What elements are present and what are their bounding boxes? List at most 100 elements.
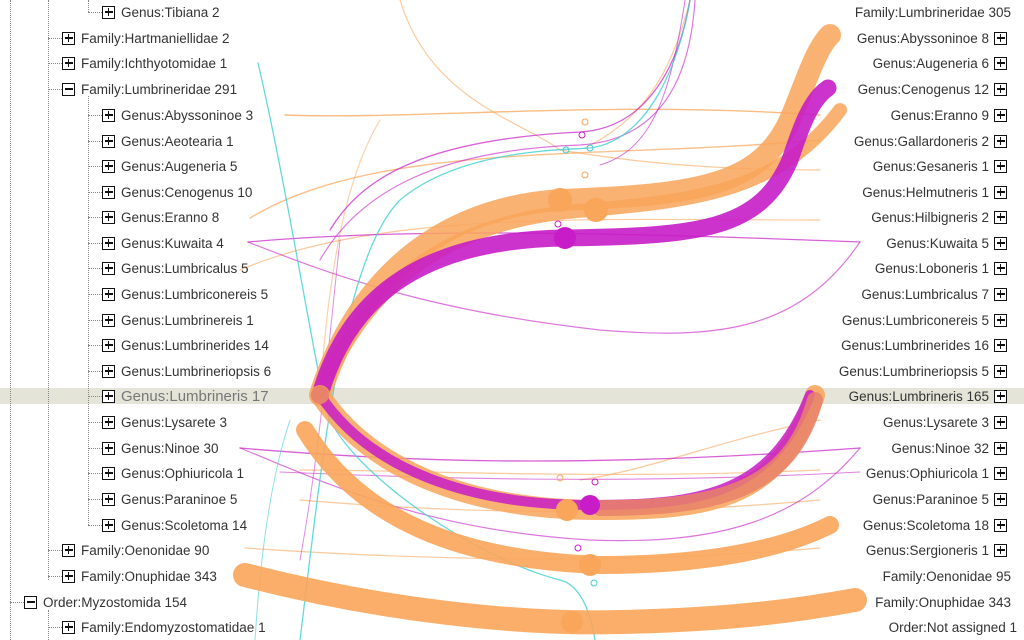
left-tree-node-augeneria[interactable]: Genus:Augeneria 5: [102, 155, 243, 177]
right-tree-node-gallardoneris[interactable]: Genus:Gallardoneris 2: [852, 130, 1007, 152]
node-label[interactable]: Genus:Lumbrinerides 16: [841, 337, 989, 353]
node-label[interactable]: Family:Oenonidae 95: [882, 568, 1011, 584]
left-tree-node-hartmaniellidae[interactable]: Family:Hartmaniellidae 2: [62, 27, 236, 49]
node-label[interactable]: Family:Endomyzostomatidae 1: [81, 619, 266, 635]
collapse-icon[interactable]: [24, 595, 37, 609]
node-label[interactable]: Genus:Ophiuricola 1: [865, 465, 989, 481]
expand-icon[interactable]: [994, 134, 1007, 148]
right-tree-node-hilbigneris[interactable]: Genus:Hilbigneris 2: [869, 206, 1007, 228]
right-tree-node-ophiuricola[interactable]: Genus:Ophiuricola 1: [864, 462, 1007, 484]
left-tree-node-endomyzostomatidae[interactable]: Family:Endomyzostomatidae 1: [62, 616, 272, 638]
expand-icon[interactable]: [994, 441, 1007, 455]
left-tree-node-onuphidae[interactable]: Family:Onuphidae 343: [62, 565, 223, 587]
expand-icon[interactable]: [102, 338, 115, 352]
expand-icon[interactable]: [62, 31, 75, 45]
node-label[interactable]: Genus:Abyssoninoe 3: [121, 107, 254, 123]
node-label[interactable]: Genus:Ninoe 30: [121, 440, 219, 456]
left-tree-node-scoletoma[interactable]: Genus:Scoletoma 14: [102, 514, 253, 536]
right-tree-node-onuphidae[interactable]: Family:Onuphidae 343: [873, 591, 1016, 613]
right-tree-node-lumbrineris[interactable]: Genus:Lumbrineris 165: [847, 385, 1007, 407]
expand-icon[interactable]: [994, 108, 1007, 122]
expand-icon[interactable]: [994, 31, 1007, 45]
expand-icon[interactable]: [102, 261, 115, 275]
expand-icon[interactable]: [102, 5, 115, 19]
left-tree-node-lumbricalus[interactable]: Genus:Lumbricalus 5: [102, 257, 255, 279]
node-label[interactable]: Genus:Scoletoma 18: [862, 517, 989, 533]
right-tree-node-lumbrineriopsis[interactable]: Genus:Lumbrineriopsis 5: [837, 360, 1007, 382]
left-tree-node-lumbrineriopsis[interactable]: Genus:Lumbrineriopsis 6: [102, 360, 277, 382]
node-label[interactable]: Genus:Lumbriconereis 5: [121, 286, 269, 302]
node-label[interactable]: Genus:Paraninoe 5: [872, 491, 989, 507]
node-label[interactable]: Genus:Lumbrineris 165: [848, 388, 989, 404]
node-label[interactable]: Genus:Paraninoe 5: [121, 491, 238, 507]
right-tree-node-gesaneris[interactable]: Genus:Gesaneris 1: [871, 155, 1007, 177]
expand-icon[interactable]: [994, 236, 1007, 250]
collapse-icon[interactable]: [62, 82, 75, 96]
expand-icon[interactable]: [994, 543, 1007, 557]
node-label[interactable]: Genus:Ophiuricola 1: [121, 465, 245, 481]
right-tree-node-augeneria[interactable]: Genus:Augeneria 6: [871, 52, 1007, 74]
node-label[interactable]: Genus:Lumbricalus 5: [121, 260, 249, 276]
node-label[interactable]: Genus:Gallardoneris 2: [853, 133, 989, 149]
expand-icon[interactable]: [102, 492, 115, 506]
right-tree-node-sergioneris[interactable]: Genus:Sergioneris 1: [864, 539, 1007, 561]
right-tree-node-paraninoe[interactable]: Genus:Paraninoe 5: [871, 488, 1007, 510]
node-label[interactable]: Family:Lumbrineridae 305: [854, 4, 1011, 20]
expand-icon[interactable]: [62, 543, 75, 557]
left-tree-node-abyssoninoe[interactable]: Genus:Abyssoninoe 3: [102, 104, 259, 126]
expand-icon[interactable]: [994, 466, 1007, 480]
expand-icon[interactable]: [994, 261, 1007, 275]
node-label[interactable]: Genus:Cenogenus 10: [121, 184, 253, 200]
node-label[interactable]: Genus:Kuwaita 5: [886, 235, 989, 251]
right-tree-node-lumbricalus[interactable]: Genus:Lumbricalus 7: [859, 283, 1007, 305]
expand-icon[interactable]: [994, 56, 1007, 70]
left-tree-node-eranno[interactable]: Genus:Eranno 8: [102, 206, 225, 228]
right-tree-node-lumbriconereis[interactable]: Genus:Lumbriconereis 5: [840, 309, 1007, 331]
expand-icon[interactable]: [102, 185, 115, 199]
left-tree-node-lumbriconereis[interactable]: Genus:Lumbriconereis 5: [102, 283, 274, 305]
node-label[interactable]: Genus:Helmutneris 1: [862, 184, 989, 200]
node-label[interactable]: Order:Myzostomida 154: [43, 594, 188, 610]
right-tree-node-lumbrineridae[interactable]: Family:Lumbrineridae 305: [853, 1, 1016, 23]
node-label[interactable]: Genus:Aeotearia 1: [121, 133, 234, 149]
expand-icon[interactable]: [62, 620, 75, 634]
node-label[interactable]: Genus:Kuwaita 4: [121, 235, 224, 251]
expand-icon[interactable]: [102, 134, 115, 148]
right-tree-node-kuwaita[interactable]: Genus:Kuwaita 5: [884, 232, 1007, 254]
node-label[interactable]: Family:Oenonidae 90: [81, 542, 210, 558]
left-tree-node-kuwaita[interactable]: Genus:Kuwaita 4: [102, 232, 230, 254]
expand-icon[interactable]: [102, 364, 115, 378]
node-label[interactable]: Genus:Lumbrineriopsis 5: [838, 363, 989, 379]
node-label[interactable]: Genus:Lumbrinereis 1: [121, 312, 254, 328]
node-label[interactable]: Genus:Ninoe 32: [891, 440, 989, 456]
expand-icon[interactable]: [994, 159, 1007, 173]
right-tree-node-loboneris[interactable]: Genus:Loboneris 1: [873, 257, 1007, 279]
expand-icon[interactable]: [994, 518, 1007, 532]
node-label[interactable]: Genus:Lumbriconereis 5: [841, 312, 989, 328]
left-tree-node-tibiana[interactable]: Genus:Tibiana 2: [102, 1, 226, 23]
left-tree-node-lumbrineris[interactable]: Genus:Lumbrineris 17: [102, 385, 275, 407]
right-tree-node-not-assigned[interactable]: Order:Not assigned 1: [887, 616, 1022, 638]
expand-icon[interactable]: [994, 210, 1007, 224]
right-tree-node-lysarete[interactable]: Genus:Lysarete 3: [881, 411, 1007, 433]
node-label[interactable]: Genus:Augeneria 5: [121, 158, 238, 174]
right-tree-node-helmutneris[interactable]: Genus:Helmutneris 1: [860, 181, 1007, 203]
right-tree-node-scoletoma[interactable]: Genus:Scoletoma 18: [861, 514, 1007, 536]
node-label[interactable]: Genus:Sergioneris 1: [865, 542, 989, 558]
expand-icon[interactable]: [102, 210, 115, 224]
node-label[interactable]: Genus:Scoletoma 14: [121, 517, 248, 533]
node-label[interactable]: Genus:Lumbricalus 7: [861, 286, 989, 302]
right-tree-node-lumbrinerides[interactable]: Genus:Lumbrinerides 16: [839, 334, 1007, 356]
left-tree-node-ophiuricola[interactable]: Genus:Ophiuricola 1: [102, 462, 250, 484]
expand-icon[interactable]: [102, 108, 115, 122]
left-tree-node-lumbrinereis[interactable]: Genus:Lumbrinereis 1: [102, 309, 260, 331]
node-label[interactable]: Genus:Loboneris 1: [874, 260, 989, 276]
right-tree-node-eranno[interactable]: Genus:Eranno 9: [889, 104, 1007, 126]
left-tree-node-myzostomida[interactable]: Order:Myzostomida 154: [24, 591, 193, 613]
node-label[interactable]: Genus:Lumbrineris 17: [121, 387, 269, 405]
left-tree-node-aeotearia[interactable]: Genus:Aeotearia 1: [102, 130, 240, 152]
node-label[interactable]: Genus:Eranno 8: [121, 209, 220, 225]
expand-icon[interactable]: [102, 415, 115, 429]
expand-icon[interactable]: [994, 492, 1007, 506]
expand-icon[interactable]: [102, 518, 115, 532]
